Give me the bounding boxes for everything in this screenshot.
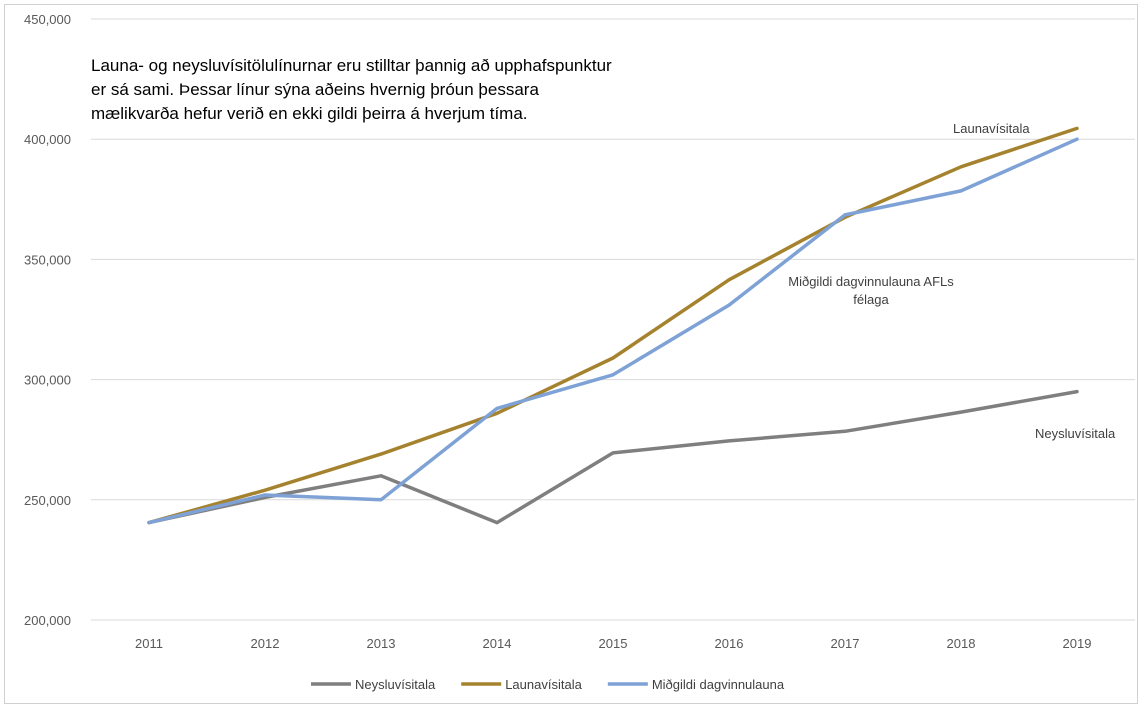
- y-tick-label: 400,000: [24, 132, 71, 147]
- legend-label: Launavísitala: [505, 677, 582, 692]
- x-tick-label: 2011: [135, 636, 163, 651]
- label-midgildi-line-2: félaga: [853, 292, 889, 307]
- y-axis-ticks: 200,000 250,000 300,000 350,000 400,000 450,0…: [24, 12, 71, 628]
- legend-label: Neysluvísitala: [355, 677, 436, 692]
- annotation-note-line-1: Launa- og neysluvísitölulínurnar eru sti…: [91, 56, 612, 75]
- label-midgildi-line-1: Miðgildi dagvinnulauna AFLs: [788, 274, 954, 289]
- label-neysluvisitala: Neysluvísitala: [1035, 426, 1116, 441]
- label-launavisitala: Launavísitala: [953, 121, 1030, 136]
- legend: Neysluvísitala Launavísitala Miðgildi dagv…: [311, 677, 785, 692]
- x-tick-label: 2016: [715, 636, 744, 651]
- chart-frame: 200,000 250,000 300,000 350,000 400,000 450,0…: [4, 4, 1138, 704]
- series-line: [147, 137, 1079, 525]
- x-tick-label: 2015: [599, 636, 628, 651]
- y-tick-label: 350,000: [24, 252, 71, 267]
- x-tick-label: 2012: [251, 636, 280, 651]
- x-tick-label: 2019: [1063, 636, 1092, 651]
- series-line: [147, 389, 1079, 525]
- y-tick-label: 200,000: [24, 613, 71, 628]
- legend-label: Miðgildi dagvinnulauna: [652, 677, 785, 692]
- x-tick-label: 2017: [831, 636, 860, 651]
- series-line: [147, 126, 1079, 525]
- x-tick-label: 2018: [947, 636, 976, 651]
- y-tick-label: 250,000: [24, 493, 71, 508]
- y-tick-label: 300,000: [24, 373, 71, 388]
- x-tick-label: 2013: [367, 636, 396, 651]
- x-axis-ticks: 2011 2012 2013 2014 2015 2016 2017 2018 2019: [135, 636, 1091, 651]
- x-tick-label: 2014: [483, 636, 512, 651]
- annotation-note-line-3: mælikvarða hefur verið en ekki gildi þei…: [91, 104, 528, 123]
- annotation-note-line-2: er sá sami. Þessar línur sýna aðeins hve…: [91, 80, 539, 99]
- y-tick-label: 450,000: [24, 12, 71, 27]
- series-lines: [147, 126, 1079, 525]
- line-chart: 200,000 250,000 300,000 350,000 400,000 450,0…: [24, 12, 1135, 692]
- gridlines: [91, 18, 1135, 621]
